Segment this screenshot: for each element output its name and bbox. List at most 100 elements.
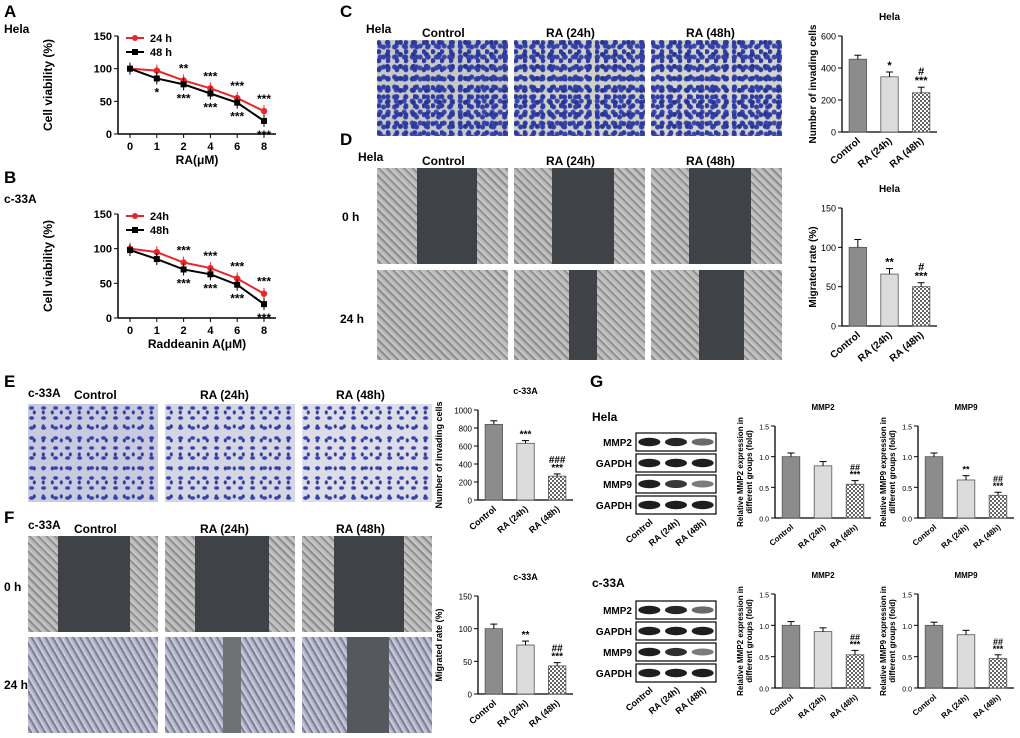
panel-c-col-ra24: RA (24h)	[546, 26, 595, 40]
blot-band	[691, 648, 714, 656]
panel-f-cell-label: c-33A	[28, 518, 61, 532]
significance-label: ***	[203, 249, 217, 263]
panel-e-image-control	[28, 404, 158, 502]
series-point	[180, 266, 187, 273]
chart-title: c-33A	[513, 386, 538, 396]
panel-d-col-control: Control	[422, 154, 465, 168]
y-axis-label: different groups (fold)	[745, 599, 754, 683]
y-tick-label: 100	[94, 64, 112, 76]
panel-e-image-ra24	[165, 404, 295, 502]
bar	[988, 494, 1008, 519]
y-tick-label: 1.5	[902, 593, 912, 600]
panel-c-col-ra48: RA (48h)	[686, 26, 735, 40]
chart-title: MMP2	[811, 403, 835, 412]
x-tick-label: Control	[768, 693, 796, 718]
x-tick-label: Control	[911, 523, 939, 548]
x-tick-label: RA (48h)	[888, 136, 926, 171]
significance-label: ##	[993, 474, 1003, 484]
y-tick-label: 0	[831, 322, 836, 332]
panel-letter-e: E	[4, 372, 16, 391]
significance-label: ##	[850, 632, 860, 642]
band-label: MMP2	[603, 606, 632, 617]
y-tick-label: 0.0	[902, 517, 912, 524]
series-line-1	[129, 67, 265, 122]
y-tick-label: 150	[459, 593, 473, 602]
panel-c-image-ra24	[514, 40, 645, 136]
series-point	[207, 264, 214, 272]
y-tick-label: 800	[459, 425, 473, 434]
series-point	[261, 117, 267, 124]
y-axis-label: Migrated rate (%)	[434, 608, 444, 681]
blot-band	[638, 458, 661, 468]
significance-label: ***	[257, 275, 271, 289]
y-axis-label: Relative MMP2 expression in	[736, 417, 745, 527]
y-tick-label: 50	[100, 278, 112, 290]
blot-band	[665, 437, 687, 447]
x-tick-label: Control	[768, 523, 796, 548]
blot-band	[691, 480, 714, 488]
y-tick-label: 1000	[454, 407, 472, 416]
y-tick-label: 1.0	[759, 624, 769, 631]
blot-band	[665, 626, 687, 636]
legend-label: 24 h	[150, 33, 172, 45]
significance-label: **	[962, 465, 970, 475]
y-tick-label: 600	[821, 32, 836, 42]
y-tick-label: 0.5	[759, 655, 769, 662]
panel-f-image-ra48-24h	[302, 637, 432, 733]
panel-e-col-control: Control	[74, 388, 117, 402]
blot-band	[638, 605, 661, 615]
series-point	[260, 290, 268, 297]
series-point	[127, 247, 133, 254]
panel-f-row-0h: 0 h	[4, 580, 22, 594]
y-tick-label: 600	[459, 443, 473, 452]
series-line-1	[129, 249, 265, 305]
significance-label: ***	[993, 644, 1004, 654]
panel-f-image-ra24-24h	[165, 637, 295, 733]
x-tick-label: Control	[467, 698, 498, 726]
x-axis-label: RA(μM)	[176, 153, 219, 167]
bar	[880, 273, 899, 327]
blot-band	[638, 437, 661, 447]
panel-d-image-ra24-0h	[514, 168, 645, 264]
x-tick-label: RA (24h)	[797, 522, 828, 550]
series-point	[234, 275, 241, 282]
significance-label: ***	[257, 128, 271, 142]
x-tick-label: RA (48h)	[972, 692, 1003, 720]
panel-d-cell-label: Hela	[358, 150, 384, 164]
x-tick-label: RA (24h)	[856, 136, 894, 171]
y-axis-label: Cell viability (%)	[41, 220, 55, 312]
y-axis-label: different groups (fold)	[745, 430, 754, 514]
significance-label: ***	[177, 276, 191, 290]
y-tick-label: 0.0	[759, 517, 769, 524]
significance-label: ***	[203, 281, 217, 295]
blot-band	[638, 500, 661, 510]
series-point	[127, 65, 133, 72]
series-line-0	[129, 247, 265, 295]
y-tick-label: 1.0	[902, 455, 912, 462]
y-tick-label: 1.5	[759, 593, 769, 600]
panel-c-image-ra48	[651, 40, 782, 136]
y-tick-label: 50	[100, 96, 112, 108]
chart-title: Hela	[879, 12, 901, 23]
x-tick-label: Control	[911, 693, 939, 718]
x-tick-label: 1	[154, 325, 160, 337]
band-label: MMP9	[603, 480, 632, 491]
bar	[781, 624, 801, 689]
x-tick-label: RA (24h)	[940, 522, 971, 550]
blot-band	[691, 668, 714, 678]
significance-label: ***	[203, 69, 217, 83]
band-label: MMP2	[603, 438, 632, 449]
y-axis-label: Number of invading cells	[808, 24, 819, 143]
bar	[988, 658, 1008, 689]
significance-label: ###	[549, 455, 566, 466]
y-tick-label: 150	[821, 204, 836, 214]
significance-label: ***	[177, 244, 191, 258]
significance-label: ***	[177, 91, 191, 105]
significance-label: #	[918, 262, 924, 274]
bar	[848, 58, 867, 133]
significance-label: ##	[552, 644, 564, 655]
x-axis-label: Raddeanin A(μM)	[148, 337, 246, 351]
panel-c-col-control: Control	[422, 26, 465, 40]
x-tick-label: RA (24h)	[495, 698, 530, 729]
